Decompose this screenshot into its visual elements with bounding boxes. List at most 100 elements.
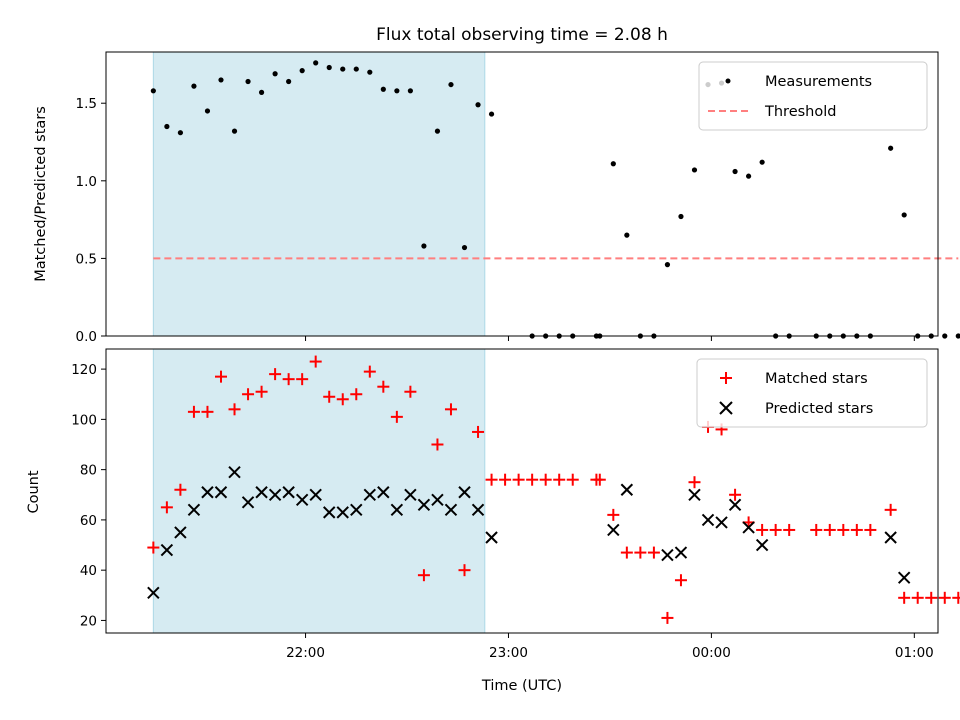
predicted-star-point (336, 506, 349, 519)
matched-star-point (377, 380, 390, 393)
bottom-legend: Matched stars Predicted stars (696, 358, 928, 428)
predicted-star-point (661, 548, 674, 562)
matched-star-point (837, 523, 850, 536)
matched-star-point (911, 591, 924, 604)
shaded-interval (152, 51, 486, 337)
measurement-point (732, 168, 738, 175)
predicted-star-point (620, 483, 634, 496)
y-tick-label: 60 (80, 513, 97, 529)
bottom-legend-box (696, 358, 928, 428)
measurement-point (245, 78, 251, 85)
measurement-point (380, 86, 386, 92)
predicted-star-point (282, 486, 295, 499)
x-tick-label: 01:00 (895, 645, 934, 661)
legend-matched-marker (720, 372, 732, 384)
top-legend-box (698, 61, 928, 131)
measurement-point (191, 83, 197, 89)
predicted-star-point (377, 486, 390, 499)
measurement-point (204, 108, 211, 114)
measurement-point (475, 102, 481, 108)
top-y-axis-title: Matched/Predicted stars (33, 106, 49, 282)
matched-star-point (884, 503, 897, 516)
legend-threshold-label: Threshold (764, 104, 836, 120)
predicted-star-point (431, 493, 444, 507)
predicted-star-point (228, 465, 241, 479)
measurement-point (434, 128, 441, 134)
bottom-y-axis: 20 40 60 80 100 120 (71, 362, 106, 629)
matched-star-point (390, 410, 403, 423)
y-tick-label: 100 (71, 412, 97, 428)
matched-star-point (539, 473, 552, 486)
measurement-point (272, 71, 278, 77)
matched-stars-series (147, 355, 960, 624)
predicted-star-point (363, 488, 377, 501)
predicted-star-point (485, 531, 498, 544)
x-tick-label: 00:00 (692, 645, 731, 661)
predicted-star-point (897, 571, 911, 584)
matched-star-point (323, 390, 336, 403)
legend-predicted-label: Predicted stars (765, 401, 873, 417)
predicted-star-point (884, 531, 897, 544)
matched-star-point (160, 501, 173, 514)
measurement-point (367, 69, 373, 75)
predicted-star-point (607, 523, 620, 537)
predicted-star-point (160, 543, 174, 557)
predicted-star-point (742, 521, 755, 534)
measurement-point (218, 77, 224, 83)
observing-window-shade (152, 51, 486, 337)
matched-star-point (634, 546, 647, 559)
matched-star-point (242, 388, 255, 401)
measurement-point (664, 262, 671, 268)
predicted-stars-series (147, 465, 911, 599)
y-tick-label: 120 (71, 362, 97, 378)
predicted-star-point (417, 498, 431, 512)
predicted-star-point (390, 503, 404, 517)
matched-star-point (309, 355, 322, 368)
matched-star-point (147, 541, 160, 554)
bottom-axes-frame (105, 348, 939, 634)
measurement-point (610, 161, 616, 167)
matched-star-point (458, 564, 471, 577)
predicted-star-point (323, 506, 336, 519)
matched-star-point (783, 523, 796, 536)
measurement-point (901, 212, 907, 218)
matched-star-point (336, 393, 349, 406)
y-tick-label: 20 (80, 613, 97, 629)
matched-star-point (431, 438, 444, 451)
x-tick-label: 23:00 (489, 645, 528, 661)
measurement-point (421, 243, 427, 249)
matched-star-point (269, 368, 282, 381)
matched-star-point (938, 591, 951, 604)
matched-star-point (661, 611, 674, 624)
top-panel: 0.0 0.5 1.0 1.5 Matched/Predicted stars Mea… (33, 51, 960, 345)
predicted-star-point (295, 493, 309, 507)
matched-star-point (404, 385, 417, 398)
y-tick-label: 40 (80, 563, 97, 579)
predicted-star-point (147, 586, 160, 599)
matched-star-point (729, 488, 742, 501)
matched-star-point (593, 473, 606, 486)
matched-star-point (823, 523, 836, 536)
measurement-point (759, 159, 765, 165)
matched-star-point (864, 523, 877, 536)
predicted-star-point (201, 486, 214, 499)
y-tick-label: 1.0 (76, 174, 97, 190)
matched-star-point (756, 523, 769, 536)
matched-star-point (647, 546, 660, 559)
matched-star-point (363, 365, 376, 378)
predicted-star-point (755, 538, 769, 552)
top-legend: Measurements Threshold (698, 61, 928, 131)
measurement-point (888, 145, 894, 151)
y-tick-label: 80 (80, 463, 97, 479)
predicted-star-point (268, 488, 282, 501)
matched-star-point (296, 373, 309, 386)
matched-star-point (214, 370, 227, 383)
matched-star-point (526, 473, 539, 486)
measurement-point (164, 123, 170, 130)
matched-star-point (898, 591, 911, 604)
matched-star-point (688, 476, 701, 489)
matched-star-point (553, 473, 566, 486)
legend-matched-label: Matched stars (765, 371, 868, 387)
